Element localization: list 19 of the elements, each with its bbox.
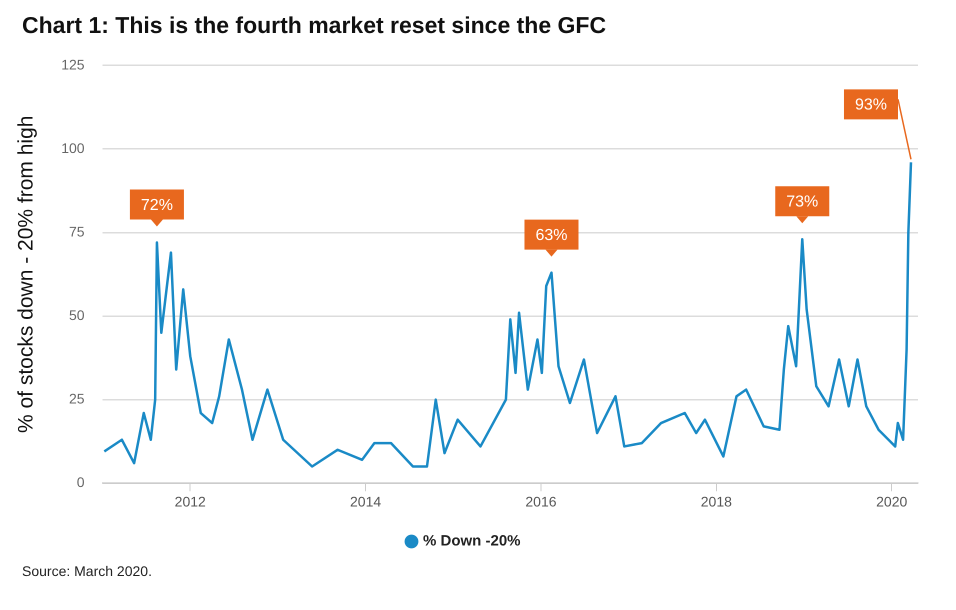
x-tick-label: 2016: [525, 493, 557, 510]
x-tick-label: 2014: [350, 493, 382, 510]
annotation: 72%: [140, 196, 173, 214]
annotation: 63%: [535, 227, 568, 244]
chart-title: Chart 1: This is the fourth market reset since the GFC: [22, 12, 608, 39]
annotation: 93%: [854, 96, 888, 114]
y-tick-label: 75: [68, 223, 85, 240]
x-tick-label: 2020: [876, 493, 908, 510]
y-tick-label: 125: [61, 56, 85, 72]
x-tick-label: 2012: [174, 493, 206, 510]
y-tick-label: 100: [61, 140, 85, 156]
y-tick-label: 0: [76, 474, 85, 490]
x-tick-label: 2018: [700, 493, 732, 510]
y-tick-label: 25: [68, 390, 85, 406]
legend-label: % Down -20%: [422, 532, 521, 550]
y-tick-label: 50: [68, 306, 85, 323]
annotation: 73%: [786, 194, 818, 211]
source-note: Source: March 2020.: [22, 563, 153, 579]
y-axis-title: % of stocks down - 20% from high: [14, 116, 38, 434]
